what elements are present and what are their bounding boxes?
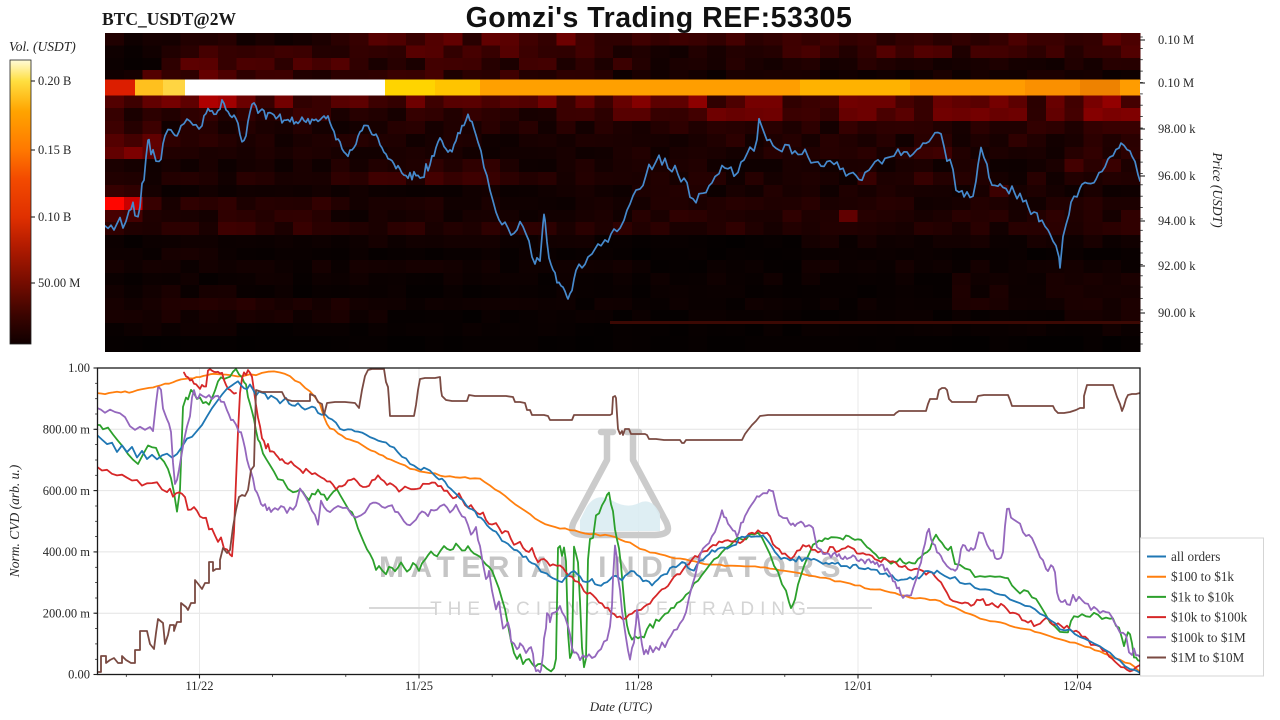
svg-text:0.10 B: 0.10 B <box>38 210 71 224</box>
svg-text:Vol. (USDT): Vol. (USDT) <box>9 39 76 54</box>
svg-text:90.00 k: 90.00 k <box>1158 306 1196 320</box>
svg-text:0.15 B: 0.15 B <box>38 143 71 157</box>
svg-text:600.00 m: 600.00 m <box>43 484 91 498</box>
svg-text:$10k to $100k: $10k to $100k <box>1171 610 1248 625</box>
svg-text:92.00 k: 92.00 k <box>1158 259 1196 273</box>
svg-text:THE SCIENCE OF TRADING: THE SCIENCE OF TRADING <box>430 599 812 620</box>
svg-text:BTC_USDT@2W: BTC_USDT@2W <box>102 9 236 29</box>
svg-text:Norm. CVD (arb. u.): Norm. CVD (arb. u.) <box>7 464 22 578</box>
svg-text:0.20 B: 0.20 B <box>38 74 71 88</box>
svg-text:1.00: 1.00 <box>68 361 90 375</box>
svg-text:94.00 k: 94.00 k <box>1158 214 1196 228</box>
svg-text:11/28: 11/28 <box>624 679 652 693</box>
svg-text:400.00 m: 400.00 m <box>43 545 91 559</box>
svg-text:200.00 m: 200.00 m <box>43 606 91 620</box>
svg-text:0.00: 0.00 <box>68 668 90 682</box>
svg-text:12/01: 12/01 <box>844 679 872 693</box>
svg-text:$100k to $1M: $100k to $1M <box>1171 630 1246 645</box>
svg-text:96.00 k: 96.00 k <box>1158 169 1196 183</box>
svg-text:50.00 M: 50.00 M <box>38 276 80 290</box>
svg-text:$100 to $1k: $100 to $1k <box>1171 569 1234 584</box>
svg-text:all orders: all orders <box>1171 549 1220 564</box>
svg-text:Price (USDT): Price (USDT) <box>1210 151 1225 228</box>
svg-text:Gomzi's Trading REF:53305: Gomzi's Trading REF:53305 <box>466 2 853 34</box>
svg-text:11/25: 11/25 <box>405 679 433 693</box>
svg-text:0.10 M: 0.10 M <box>1158 33 1194 47</box>
svg-text:$1M to $10M: $1M to $10M <box>1171 650 1245 665</box>
svg-text:12/04: 12/04 <box>1063 679 1092 693</box>
svg-text:Date (UTC): Date (UTC) <box>589 699 652 714</box>
svg-text:11/22: 11/22 <box>185 679 213 693</box>
svg-text:800.00 m: 800.00 m <box>43 423 91 437</box>
svg-text:98.00 k: 98.00 k <box>1158 122 1196 136</box>
svg-text:$1k to $10k: $1k to $10k <box>1171 589 1234 604</box>
svg-text:0.10 M: 0.10 M <box>1158 76 1194 90</box>
